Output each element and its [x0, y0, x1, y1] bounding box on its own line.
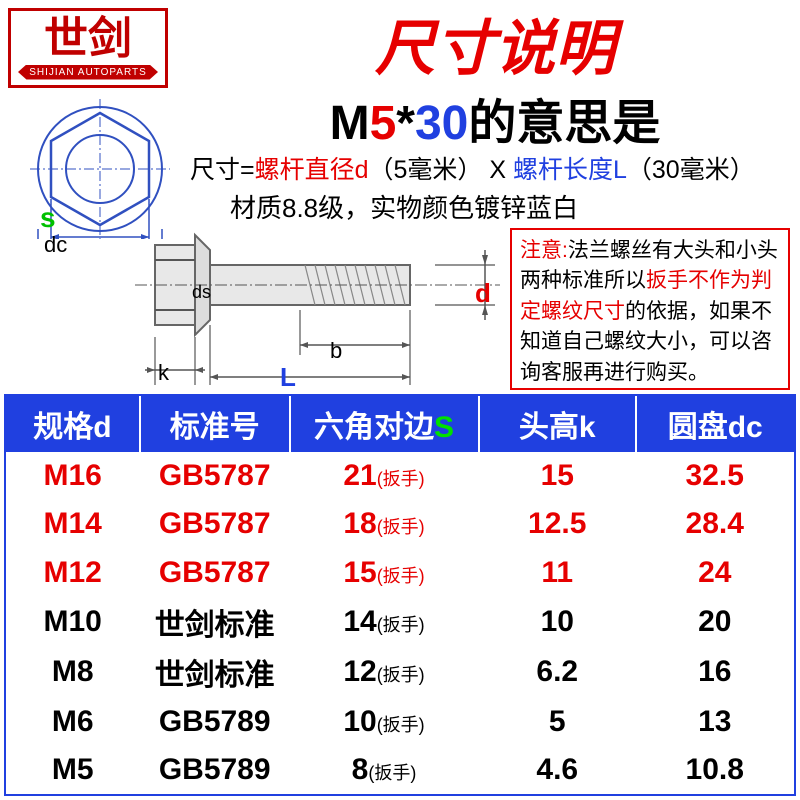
- cell-s: 18(扳手): [290, 500, 479, 548]
- cell-k: 12.5: [479, 500, 637, 548]
- cell-s: 14(扳手): [290, 597, 479, 647]
- cell-std: GB5789: [140, 697, 290, 745]
- cell-d: M8: [6, 647, 140, 697]
- table-row: M10世剑标准14(扳手)1020: [6, 597, 794, 647]
- title-area: 尺寸说明 M5*30的意思是: [200, 0, 790, 153]
- L-label: L: [280, 362, 296, 393]
- cell-k: 15: [479, 452, 637, 500]
- table-row: M12GB578715(扳手)1124: [6, 549, 794, 597]
- cell-dc: 32.5: [636, 452, 794, 500]
- hdr-dc: 圆盘dc: [636, 396, 794, 452]
- cell-std: 世剑标准: [140, 597, 290, 647]
- bolt-side-diagram: [135, 225, 505, 395]
- cell-d: M5: [6, 746, 140, 794]
- material-text: 材质8.8级，实物颜色镀锌蓝白: [230, 188, 578, 225]
- table-row: M16GB578721(扳手)1532.5: [6, 452, 794, 500]
- cell-s: 10(扳手): [290, 697, 479, 745]
- note-title: 注意:: [520, 239, 568, 262]
- d-label: d: [475, 278, 491, 309]
- hdr-d: 规格d: [6, 396, 140, 452]
- cell-d: M14: [6, 500, 140, 548]
- table-row: M5GB57898(扳手)4.610.8: [6, 746, 794, 794]
- cell-d: M10: [6, 597, 140, 647]
- cell-d: M12: [6, 549, 140, 597]
- example-length: 30: [415, 97, 468, 150]
- logo-ribbon: SHIJIAN AUTOPARTS: [18, 65, 158, 80]
- hdr-k: 头高k: [479, 396, 637, 452]
- cell-dc: 16: [636, 647, 794, 697]
- note-box: 注意:法兰螺丝有大头和小头两种标准所以扳手不作为判定螺纹尺寸的依据，如果不知道自…: [510, 228, 790, 390]
- cell-std: GB5787: [140, 549, 290, 597]
- k-label: k: [158, 360, 169, 386]
- cell-k: 5: [479, 697, 637, 745]
- cell-std: 世剑标准: [140, 647, 290, 697]
- cell-s: 15(扳手): [290, 549, 479, 597]
- example-M: M: [330, 97, 370, 150]
- hdr-s: 六角对边S: [290, 396, 479, 452]
- table-row: M8世剑标准12(扳手)6.216: [6, 647, 794, 697]
- table-row: M14GB578718(扳手)12.528.4: [6, 500, 794, 548]
- cell-dc: 28.4: [636, 500, 794, 548]
- example-line: M5*30的意思是: [200, 83, 790, 153]
- cell-k: 4.6: [479, 746, 637, 794]
- cell-dc: 20: [636, 597, 794, 647]
- cell-d: M16: [6, 452, 140, 500]
- cell-d: M6: [6, 697, 140, 745]
- cell-dc: 24: [636, 549, 794, 597]
- cell-k: 10: [479, 597, 637, 647]
- ds-label: ds: [192, 282, 211, 303]
- cell-k: 11: [479, 549, 637, 597]
- cell-k: 6.2: [479, 647, 637, 697]
- cell-std: GB5789: [140, 746, 290, 794]
- dc-label: dc: [44, 232, 67, 258]
- spec-table: 规格d 标准号 六角对边S 头高k 圆盘dc M16GB578721(扳手)15…: [4, 394, 796, 796]
- main-title: 尺寸说明: [200, 0, 790, 87]
- example-star: *: [396, 97, 415, 150]
- s-label: s: [40, 202, 56, 234]
- cell-s: 12(扳手): [290, 647, 479, 697]
- cell-dc: 13: [636, 697, 794, 745]
- b-label: b: [330, 338, 342, 364]
- table-header-row: 规格d 标准号 六角对边S 头高k 圆盘dc: [6, 396, 794, 452]
- brand-logo: 世剑 SHIJIAN AUTOPARTS: [8, 8, 168, 88]
- cell-s: 8(扳手): [290, 746, 479, 794]
- cell-dc: 10.8: [636, 746, 794, 794]
- table-row: M6GB578910(扳手)513: [6, 697, 794, 745]
- cell-s: 21(扳手): [290, 452, 479, 500]
- example-diameter: 5: [370, 97, 397, 150]
- subtitle-formula: 尺寸=螺杆直径d（5毫米） X 螺杆长度L（30毫米）: [190, 150, 790, 186]
- hdr-std: 标准号: [140, 396, 290, 452]
- cell-std: GB5787: [140, 500, 290, 548]
- example-suffix: 的意思是: [468, 97, 660, 150]
- cell-std: GB5787: [140, 452, 290, 500]
- logo-text: 世剑: [44, 17, 132, 61]
